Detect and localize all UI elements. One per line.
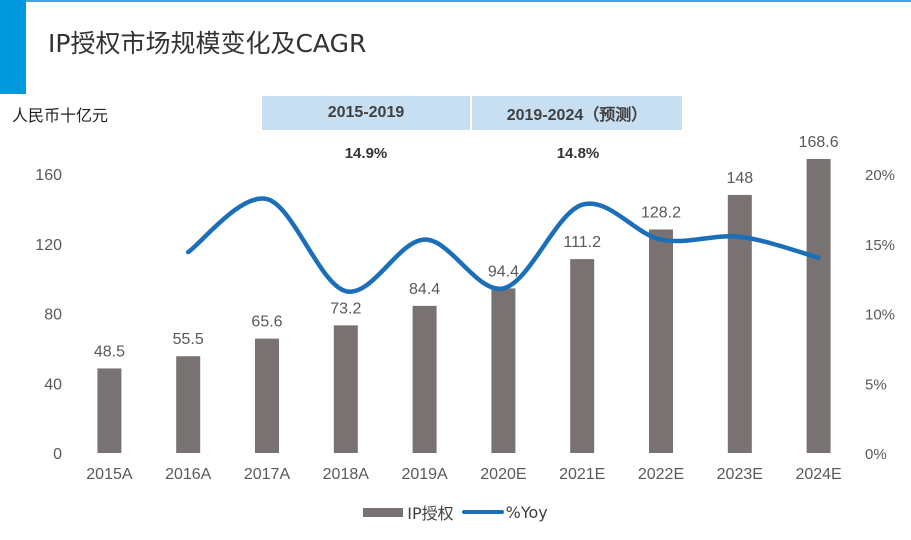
x-tick-label: 2016A bbox=[165, 466, 212, 483]
period-band-2019-2024: 2019-2024（预测） bbox=[472, 96, 682, 130]
bar-data-label: 168.6 bbox=[799, 134, 839, 151]
x-tick-label: 2022E bbox=[638, 466, 684, 483]
x-tick-label: 2021E bbox=[559, 466, 605, 483]
legend-item-line: %Yoy bbox=[461, 502, 548, 522]
bar bbox=[255, 338, 279, 453]
y-right-tick-label: 0% bbox=[865, 446, 887, 463]
y-right-tick-label: 15% bbox=[865, 237, 895, 254]
bar-data-label: 73.2 bbox=[330, 300, 361, 317]
x-tick-label: 2015A bbox=[86, 466, 133, 483]
bar-data-label: 94.4 bbox=[488, 263, 519, 280]
x-tick-label: 2020E bbox=[480, 466, 526, 483]
bar-data-label: 111.2 bbox=[563, 234, 601, 251]
header-top-rule bbox=[26, 0, 911, 2]
x-tick-label: 2024E bbox=[795, 466, 841, 483]
bar-data-label: 148 bbox=[726, 170, 753, 187]
legend-label: IP授权 bbox=[407, 504, 454, 523]
y-left-tick-label: 40 bbox=[44, 376, 62, 393]
bar bbox=[491, 288, 516, 453]
x-tick-label: 2019A bbox=[401, 466, 448, 483]
y-left-tick-label: 120 bbox=[35, 237, 62, 254]
legend-label: %Yoy bbox=[505, 502, 548, 522]
x-tick-label: 2017A bbox=[244, 466, 291, 483]
chart-legend: IP授权 %Yoy bbox=[0, 500, 911, 524]
cagr-value-2019-2024: 14.8% bbox=[556, 145, 600, 162]
bar bbox=[333, 325, 358, 453]
bar bbox=[806, 159, 831, 453]
y-right-tick-label: 10% bbox=[865, 307, 895, 324]
chart-title: IP授权市场规模变化及CAGR bbox=[48, 29, 367, 58]
x-tick-label: 2023E bbox=[717, 466, 763, 483]
y-right-tick-label: 5% bbox=[865, 376, 887, 393]
bar-data-label: 48.5 bbox=[94, 343, 125, 360]
y-left-tick-label: 160 bbox=[35, 167, 62, 184]
y-axis-unit-label: 人民币十亿元 bbox=[12, 106, 109, 125]
y-right-tick-label: 20% bbox=[865, 167, 895, 184]
bar-data-label: 84.4 bbox=[409, 281, 440, 298]
bar-data-label: 128.2 bbox=[641, 204, 681, 221]
period-band-2015-2019: 2015-2019 bbox=[262, 96, 470, 130]
legend-swatch-line bbox=[461, 510, 504, 514]
bar bbox=[570, 259, 595, 453]
bar-data-label: 65.6 bbox=[251, 314, 282, 331]
bar bbox=[412, 305, 437, 453]
period-label: 2019-2024（预测） bbox=[506, 107, 648, 124]
x-tick-label: 2018A bbox=[323, 466, 370, 483]
bar bbox=[97, 368, 122, 453]
cagr-value-2015-2019: 14.9% bbox=[344, 145, 388, 162]
bar bbox=[649, 229, 673, 453]
legend-item-bar: IP授权 bbox=[363, 500, 454, 524]
legend-swatch-bar bbox=[363, 507, 404, 517]
period-label: 2015-2019 bbox=[327, 104, 405, 121]
y-left-tick-label: 80 bbox=[44, 307, 62, 324]
bar-data-label: 55.5 bbox=[173, 331, 204, 348]
bar bbox=[176, 356, 201, 453]
header-accent-bar bbox=[0, 0, 26, 94]
bar bbox=[727, 194, 752, 454]
y-left-tick-label: 0 bbox=[53, 446, 62, 463]
